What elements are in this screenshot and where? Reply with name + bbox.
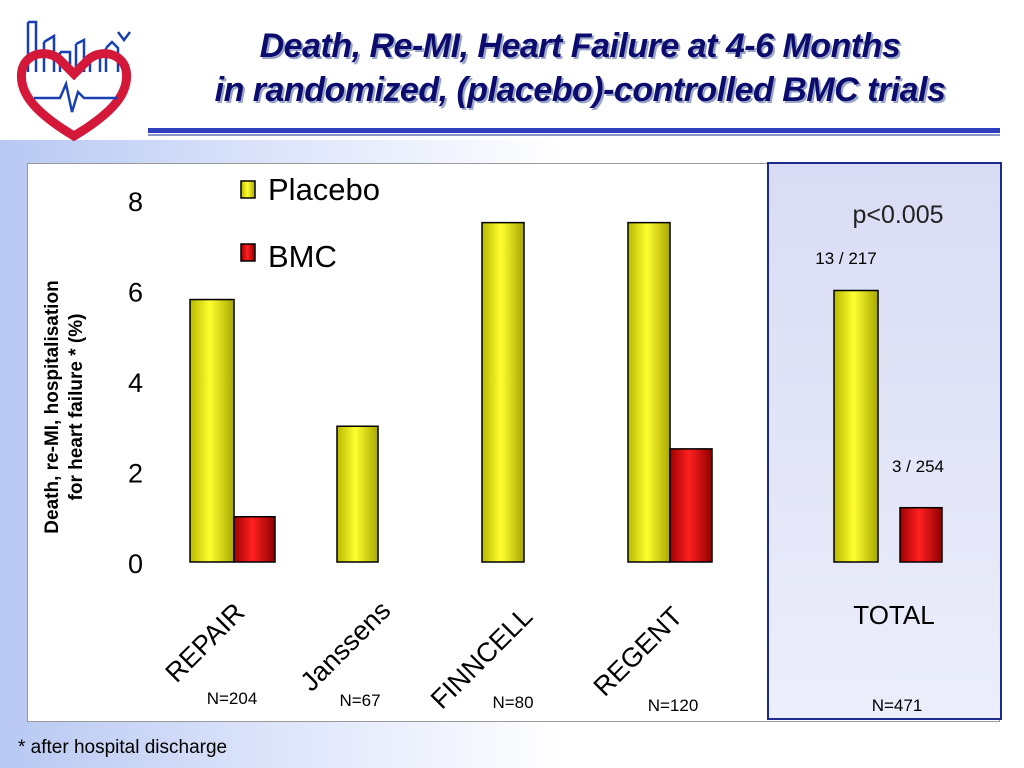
title-line-1: Death, Re-MI, Heart Failure at 4-6 Month… (259, 27, 901, 65)
category-label: REGENT (588, 601, 689, 702)
legend-label-bmc: BMC (268, 239, 337, 274)
legend-swatch-bmc (240, 243, 256, 262)
total-highlight-box (767, 162, 1002, 720)
bar-placebo-janssens (336, 425, 379, 563)
title-line-2: in randomized, (placebo)-controlled BMC … (214, 71, 946, 109)
y-tick-label: 8 (128, 187, 143, 217)
sample-size-label: N=204 (207, 689, 258, 708)
y-axis-label-line: for heart failure * (%) (66, 314, 87, 501)
bar-placebo-repair (189, 298, 235, 563)
legend-label-placebo: Placebo (268, 172, 380, 207)
title-rule (148, 128, 1000, 133)
y-tick-label: 4 (128, 368, 143, 398)
sample-size-label: N=67 (339, 691, 380, 710)
category-label: Janssens (295, 595, 397, 697)
total-bmc-count: 3 / 254 (892, 457, 944, 476)
y-tick-label: 0 (128, 549, 143, 579)
sample-size-label: N=80 (492, 693, 533, 712)
y-axis-label-line: Death, re-MI, hospitalisation (42, 280, 63, 533)
total-placebo-count: 13 / 217 (815, 249, 876, 268)
category-label: TOTAL (853, 600, 934, 630)
bar-bmc-regent (669, 448, 713, 563)
bar-bmc-repair (233, 516, 276, 563)
sample-size-label: N=120 (648, 696, 699, 715)
slide-title: Death, Re-MI, Heart Failure at 4-6 Month… (140, 24, 1020, 112)
bar-bmc-total (899, 506, 943, 563)
title-rule-shadow (148, 134, 1000, 136)
y-tick-label: 6 (128, 278, 143, 308)
legend-swatch-placebo (240, 180, 256, 199)
footnote: * after hospital discharge (18, 737, 228, 758)
category-label: REPAIR (159, 597, 250, 688)
y-tick-label: 2 (128, 459, 143, 489)
y-axis-label: Death, re-MI, hospitalisation for heart f… (42, 280, 87, 533)
heart-city-logo (16, 20, 132, 142)
p-value-annotation: p<0.005 (852, 201, 943, 229)
title-band (0, 0, 1024, 140)
sample-size-label: N=471 (872, 696, 923, 715)
bar-placebo-regent (627, 221, 671, 563)
bar-placebo-total (833, 289, 879, 563)
bar-placebo-finncell (481, 221, 525, 563)
